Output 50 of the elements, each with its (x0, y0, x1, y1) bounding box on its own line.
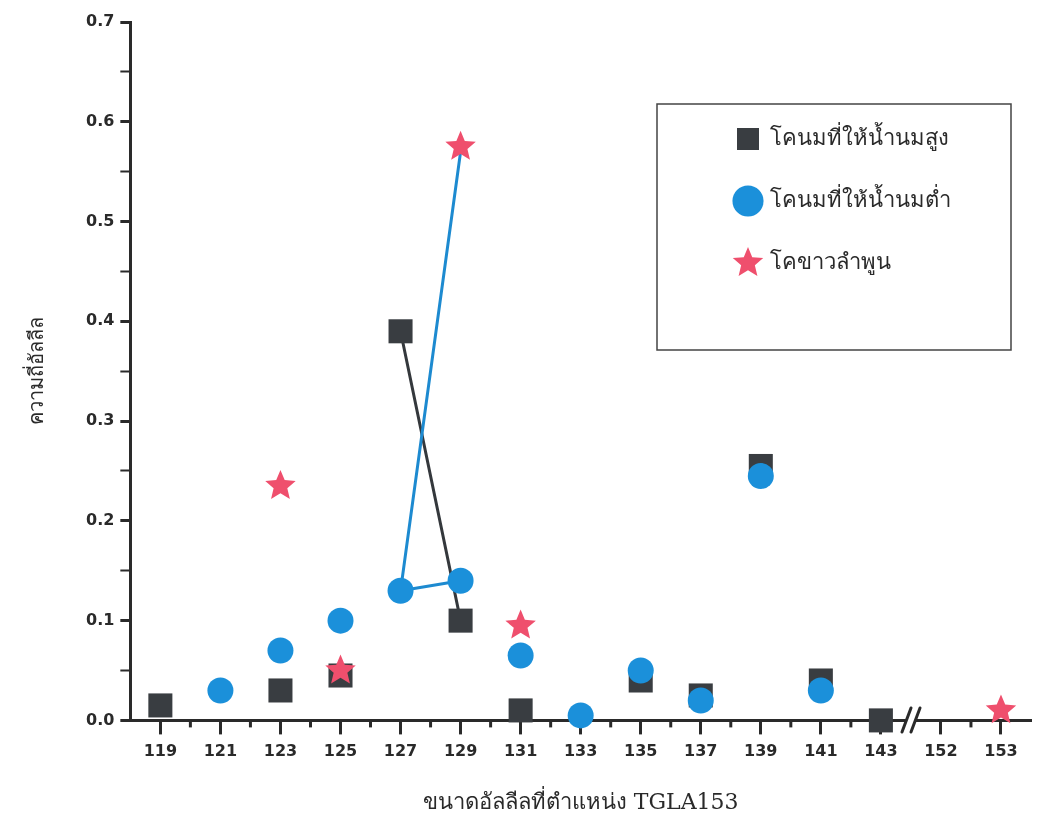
point (868, 708, 893, 733)
point (388, 319, 413, 344)
legend-label: โคนมที่ให้น้ำนมต่ำ (770, 183, 951, 212)
point (148, 693, 173, 718)
point (687, 687, 714, 714)
legend-label: โคขาวลำพูน (770, 248, 891, 275)
point (985, 694, 1017, 724)
point (387, 577, 414, 604)
y-tick-label: 0.4 (86, 310, 115, 330)
x-tick-label: 139 (744, 741, 778, 761)
point (268, 678, 293, 703)
x-tick-label: 121 (203, 741, 238, 761)
x-tick-label: 133 (563, 741, 598, 761)
point (508, 698, 533, 723)
point (507, 642, 534, 669)
x-tick-label: 131 (503, 741, 538, 761)
y-tick-label: 0.7 (86, 11, 115, 31)
legend-label: โคนมที่ให้น้ำนมสูง (770, 121, 949, 151)
x-tick-label: 125 (323, 741, 358, 761)
y-tick-label: 0.5 (86, 210, 115, 230)
x-tick-label: 152 (924, 741, 958, 761)
y-axis-title: ความถี่อัลลีล (22, 317, 49, 426)
point (505, 609, 536, 639)
x-tick-label: 119 (143, 741, 178, 761)
point (567, 702, 594, 729)
x-axis-title: ขนาดอัลลีลที่ตำแหน่ง TGLA153 (422, 785, 739, 814)
point (267, 637, 294, 664)
point (327, 607, 354, 634)
x-tick-label: 135 (624, 741, 658, 761)
y-tick-label: 0.2 (86, 510, 115, 530)
x-tick-label: 143 (864, 741, 898, 761)
point (207, 677, 234, 704)
x-tick-label: 129 (443, 741, 478, 761)
y-tick-label: 0.3 (86, 410, 115, 430)
point (807, 677, 834, 704)
point (747, 462, 774, 489)
x-tick-label: 127 (383, 741, 418, 761)
y-tick-label: 0.1 (86, 609, 115, 629)
x-tick-label: 137 (684, 741, 718, 761)
x-tick-label: 123 (263, 741, 298, 761)
y-tick-label: 0.6 (86, 110, 115, 130)
x-tick-label: 141 (804, 741, 838, 761)
y-tick-label: 0.0 (86, 709, 115, 729)
point (445, 130, 476, 160)
point (448, 608, 473, 633)
x-tick-label: 153 (984, 741, 1018, 761)
point (627, 657, 654, 684)
point (447, 567, 474, 594)
point (325, 654, 356, 684)
point (265, 469, 296, 499)
